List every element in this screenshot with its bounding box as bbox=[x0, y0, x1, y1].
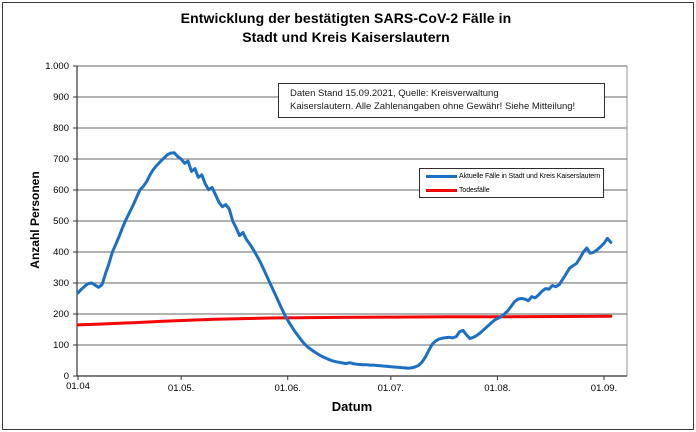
chart-title-line1: Entwicklung der bestätigten SARS-CoV-2 F… bbox=[180, 10, 512, 26]
x-tick-label: 01.08. bbox=[484, 383, 511, 394]
y-tick-label: 800 bbox=[53, 123, 69, 134]
cases-line-sample bbox=[426, 174, 457, 178]
y-tick-label: 600 bbox=[53, 185, 69, 196]
cases-line bbox=[76, 151, 613, 370]
y-tick-label: 500 bbox=[53, 216, 69, 227]
annotation-box: Daten Stand 15.09.2021, Quelle: Kreisver… bbox=[278, 83, 605, 118]
y-tick-label: 100 bbox=[53, 340, 69, 351]
x-axis-title: Datum bbox=[331, 399, 373, 414]
y-tick-label: 0 bbox=[63, 371, 69, 382]
y-tick-label: 900 bbox=[53, 92, 69, 103]
y-tick-label: 700 bbox=[53, 154, 69, 165]
y-tick-label: 300 bbox=[53, 278, 69, 289]
x-tick-label: 01.05. bbox=[167, 383, 195, 394]
x-tick-label: 01.06. bbox=[274, 383, 301, 394]
annotation-line2: Kaiserslautern. Alle Zahlenangaben ohne … bbox=[290, 101, 576, 112]
legend-label-cases: Aktuelle Fälle in Stadt und Kreis Kaiser… bbox=[459, 172, 601, 180]
deaths-line-sample bbox=[426, 188, 457, 192]
y-tick-label: 1.000 bbox=[45, 61, 69, 72]
chart-title-line2: Stadt und Kreis Kaiserslautern bbox=[242, 29, 450, 45]
legend-label-deaths: Todesfälle bbox=[459, 186, 490, 194]
x-tick-label: 01.04 bbox=[66, 381, 90, 392]
x-tick-label: 01.07. bbox=[377, 383, 405, 394]
legend-item-deaths: Todesfälle bbox=[420, 183, 603, 197]
legend-item-cases: Aktuelle Fälle in Stadt und Kreis Kaiser… bbox=[420, 169, 603, 183]
x-tick-label: 01.09. bbox=[590, 383, 618, 394]
chart-title: Entwicklung der bestätigten SARS-CoV-2 F… bbox=[0, 9, 692, 47]
y-tick-label: 400 bbox=[53, 247, 69, 258]
y-tick-label: 200 bbox=[53, 309, 69, 320]
deaths-line bbox=[76, 314, 613, 327]
annotation-line1: Daten Stand 15.09.2021, Quelle: Kreisver… bbox=[290, 88, 499, 99]
legend: Aktuelle Fälle in Stadt und Kreis Kaiser… bbox=[419, 168, 604, 198]
